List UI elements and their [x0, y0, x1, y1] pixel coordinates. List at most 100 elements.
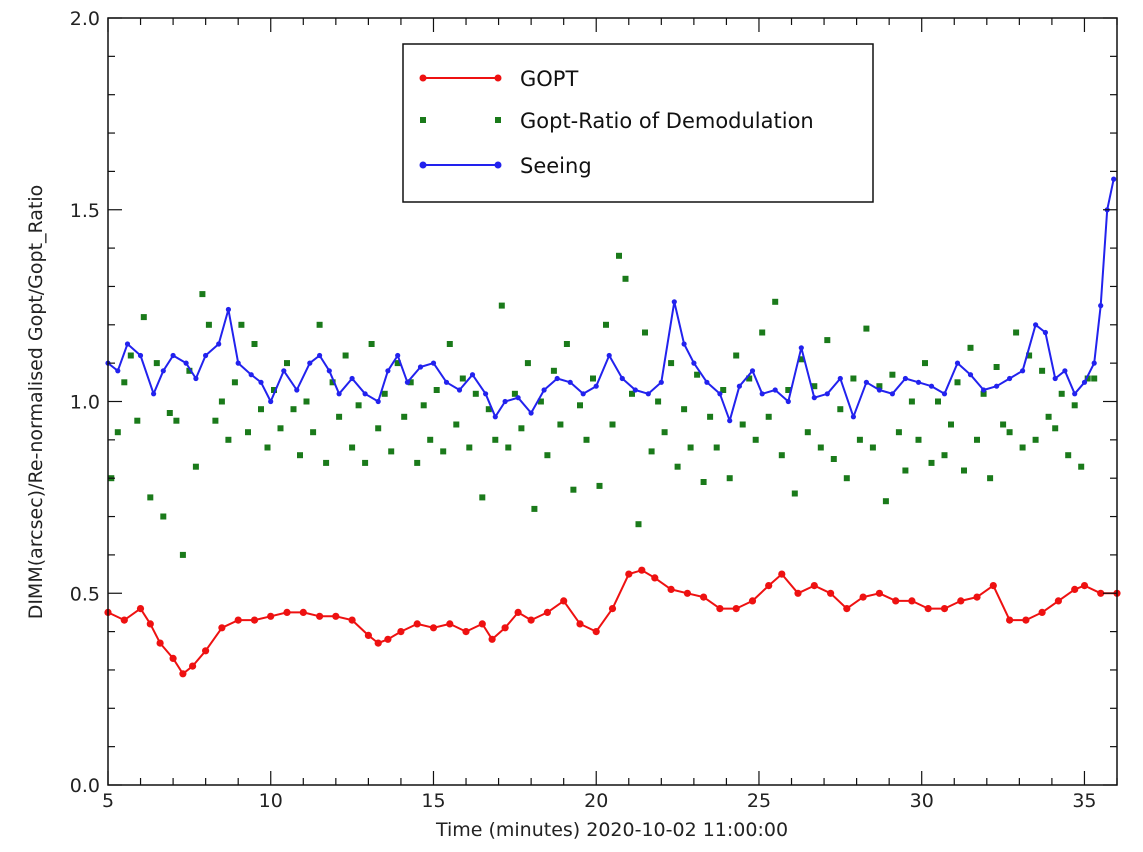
legend: GOPT Gopt-Ratio of Demodulation Seeing — [402, 43, 874, 203]
data-point-seeing — [1062, 368, 1068, 374]
legend-marker-ratio-end — [495, 117, 501, 123]
data-point-seeing — [307, 360, 313, 366]
y-tick-label: 1.0 — [70, 392, 100, 414]
data-point-seeing — [1072, 391, 1078, 397]
data-point-gopt-ratio-of-demodulation — [922, 360, 928, 367]
data-point-gopt-ratio-of-demodulation — [277, 425, 284, 432]
data-point-seeing — [850, 414, 857, 420]
data-point-gopt-ratio-of-demodulation — [577, 402, 583, 409]
data-point-gopt-ratio-of-demodulation — [362, 459, 369, 466]
data-point-seeing — [417, 364, 424, 370]
data-point-seeing — [443, 379, 450, 385]
data-point-seeing — [248, 372, 254, 378]
data-point-seeing — [759, 391, 765, 397]
data-point-gopt-ratio-of-demodulation — [466, 444, 473, 451]
data-point-gopt — [700, 593, 708, 601]
data-point-gopt-ratio-of-demodulation — [433, 387, 440, 393]
legend-marker-gopt-end — [494, 74, 502, 82]
data-point-gopt-ratio-of-demodulation — [271, 387, 277, 393]
data-point-seeing — [336, 391, 342, 397]
data-point-gopt — [1038, 608, 1046, 617]
legend-entry-seeing: Seeing — [419, 154, 592, 178]
data-point-gopt-ratio-of-demodulation — [980, 390, 987, 397]
data-point-gopt-ratio-of-demodulation — [889, 371, 896, 378]
data-point-seeing — [1098, 303, 1104, 309]
data-point-seeing — [137, 352, 144, 359]
data-point-seeing — [593, 383, 599, 389]
data-point-gopt-ratio-of-demodulation — [245, 429, 251, 436]
data-point-seeing — [1091, 360, 1097, 366]
x-tick-label: 25 — [747, 790, 771, 812]
data-point-seeing — [632, 387, 638, 393]
data-point-gopt — [1071, 585, 1079, 594]
data-point-seeing — [717, 391, 723, 397]
data-point-gopt — [332, 612, 340, 620]
data-point-gopt — [179, 670, 187, 678]
data-point-gopt-ratio-of-demodulation — [674, 463, 681, 470]
data-point-gopt-ratio-of-demodulation — [765, 413, 772, 420]
legend-entry-gopt-ratio: Gopt-Ratio of Demodulation — [420, 109, 814, 133]
data-point-gopt-ratio-of-demodulation — [798, 356, 805, 363]
data-point-gopt-ratio-of-demodulation — [1071, 402, 1078, 409]
data-point-gopt-ratio-of-demodulation — [336, 413, 343, 420]
data-point-gopt-ratio-of-demodulation — [856, 436, 863, 443]
data-point-gopt-ratio-of-demodulation — [590, 375, 596, 382]
data-point-gopt-ratio-of-demodulation — [264, 444, 271, 451]
data-point-seeing — [889, 391, 896, 397]
data-point-seeing — [580, 391, 586, 397]
data-point-gopt-ratio-of-demodulation — [238, 321, 245, 328]
data-point-gopt — [576, 620, 584, 628]
data-point-gopt — [732, 605, 740, 613]
data-point-seeing — [492, 414, 498, 420]
data-point-gopt-ratio-of-demodulation — [218, 398, 225, 405]
data-point-seeing — [469, 372, 476, 378]
data-point-gopt-ratio-of-demodulation — [1039, 367, 1046, 374]
data-point-gopt — [429, 624, 438, 632]
data-point-seeing — [1033, 322, 1039, 328]
data-point-seeing — [1111, 176, 1117, 182]
data-point-gopt-ratio-of-demodulation — [863, 325, 870, 332]
legend-label-seeing: Seeing — [520, 154, 592, 178]
data-point-gopt-ratio-of-demodulation — [908, 398, 915, 405]
data-point-gopt-ratio-of-demodulation — [681, 406, 688, 413]
data-point-seeing — [456, 387, 463, 393]
data-point-gopt — [146, 620, 154, 628]
data-point-seeing — [691, 360, 697, 366]
data-point-seeing — [281, 368, 287, 374]
data-point-gopt — [940, 605, 949, 613]
data-point-gopt-ratio-of-demodulation — [290, 406, 297, 413]
data-point-seeing — [541, 387, 547, 393]
data-point-gopt — [397, 628, 405, 636]
data-point-gopt-ratio-of-demodulation — [746, 375, 753, 382]
data-point-gopt-ratio-of-demodulation — [804, 429, 811, 436]
data-point-gopt-ratio-of-demodulation — [902, 467, 909, 474]
data-point-gopt-ratio-of-demodulation — [713, 444, 720, 451]
data-point-gopt-ratio-of-demodulation — [668, 360, 675, 367]
data-point-gopt — [592, 628, 600, 636]
series-gopt-ratio-of-demodulation — [108, 252, 1098, 558]
data-point-gopt-ratio-of-demodulation — [479, 494, 486, 501]
data-point-gopt-ratio-of-demodulation — [153, 360, 160, 367]
data-point-gopt-ratio-of-demodulation — [987, 475, 994, 482]
data-point-gopt-ratio-of-demodulation — [1058, 390, 1065, 397]
data-point-gopt-ratio-of-demodulation — [147, 494, 154, 501]
data-point-gopt — [374, 639, 382, 647]
data-point-gopt — [234, 616, 242, 624]
data-point-gopt-ratio-of-demodulation — [869, 444, 876, 451]
plot-area — [104, 176, 1121, 678]
data-point-gopt — [462, 628, 470, 636]
y-tick-label: 0.5 — [70, 583, 100, 605]
data-point-gopt-ratio-of-demodulation — [173, 417, 180, 424]
data-point-gopt-ratio-of-demodulation — [297, 452, 303, 459]
data-point-gopt-ratio-of-demodulation — [785, 387, 792, 393]
data-point-gopt — [794, 589, 802, 597]
legend-entry-gopt: GOPT — [419, 67, 578, 91]
data-point-gopt — [683, 589, 692, 597]
data-point-gopt — [527, 616, 535, 624]
data-point-seeing — [258, 379, 264, 385]
data-point-gopt-ratio-of-demodulation — [349, 444, 356, 451]
data-point-gopt-ratio-of-demodulation — [440, 448, 447, 455]
data-point-seeing — [326, 368, 332, 374]
data-point-seeing — [160, 368, 166, 374]
data-point-gopt-ratio-of-demodulation — [401, 413, 408, 420]
